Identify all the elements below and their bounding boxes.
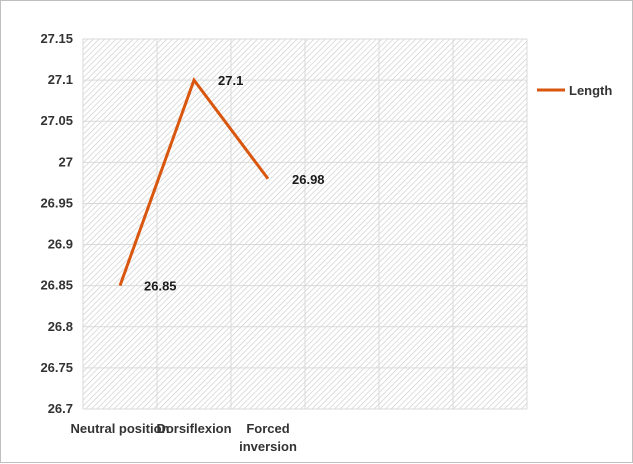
- y-tick-label: 26.75: [40, 360, 73, 375]
- y-tick-label: 26.9: [48, 237, 73, 252]
- series-layer: 26.85 27.1 26.98: [118, 73, 325, 294]
- legend: Length: [537, 83, 612, 98]
- data-label: 26.98: [292, 172, 325, 187]
- y-tick-label: 27.1: [48, 72, 73, 87]
- y-tick-label: 26.8: [48, 319, 73, 334]
- y-tick-label: 26.85: [40, 278, 73, 293]
- y-tick-label: 27.15: [40, 31, 73, 46]
- y-tick-label: 27.05: [40, 113, 73, 128]
- x-tick-label: Neutral position: [71, 421, 170, 436]
- x-tick-label: Dorsiflexion: [156, 421, 231, 436]
- y-tick-label: 26.7: [48, 401, 73, 416]
- series-line-length: [118, 76, 270, 287]
- gridlines: [82, 38, 528, 410]
- y-tick-label: 26.95: [40, 195, 73, 210]
- legend-label-length: Length: [569, 83, 612, 98]
- x-tick-label: Forced inversion: [239, 421, 297, 454]
- y-axis-ticks: 26.7 26.75 26.8 26.85 26.9 26.95 27 27.05 27.1 27…: [40, 31, 73, 416]
- data-label: 27.1: [218, 73, 243, 88]
- y-tick-label: 27: [59, 154, 73, 169]
- data-label: 26.85: [144, 279, 177, 294]
